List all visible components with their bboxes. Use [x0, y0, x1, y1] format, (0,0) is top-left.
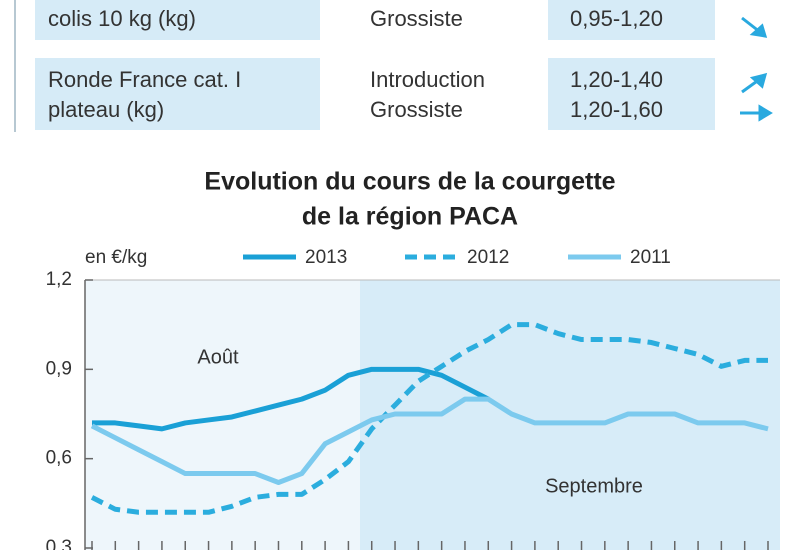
cell-bg	[548, 0, 715, 40]
price: 1,20-1,40	[570, 67, 663, 92]
legend-label: 2012	[467, 247, 509, 268]
y-tick-label: 0,9	[46, 358, 72, 379]
cell-bg	[548, 58, 715, 130]
price: 0,95-1,20	[570, 6, 663, 31]
month-band	[85, 280, 360, 550]
annotation: Septembre	[545, 475, 643, 497]
stage: Grossiste	[370, 6, 463, 31]
trend-arrows	[740, 16, 773, 122]
y-tick-label: 0,6	[46, 448, 72, 469]
legend-label: 2013	[305, 247, 347, 268]
price: 1,20-1,60	[570, 97, 663, 122]
series-line	[92, 366, 490, 432]
chart-title: de la région PACA	[302, 203, 518, 231]
legend-label: 2011	[630, 247, 671, 268]
product: colis 10 kg (kg)	[48, 6, 196, 31]
cell-bg	[35, 0, 320, 40]
y-label: en €/kg	[85, 247, 147, 268]
chart-title: Evolution du cours de la courgette	[204, 168, 615, 196]
annotation: Août	[197, 346, 239, 368]
cell-bg	[35, 58, 320, 130]
y-tick-label: 1,2	[46, 269, 72, 290]
series-line	[90, 322, 768, 515]
y-tick-label: 0,3	[46, 537, 72, 550]
stage: Introduction	[370, 67, 485, 92]
product: plateau (kg)	[48, 97, 164, 122]
stage: Grossiste	[370, 97, 463, 122]
series-line	[90, 396, 769, 485]
product: Ronde France cat. I	[48, 67, 241, 92]
